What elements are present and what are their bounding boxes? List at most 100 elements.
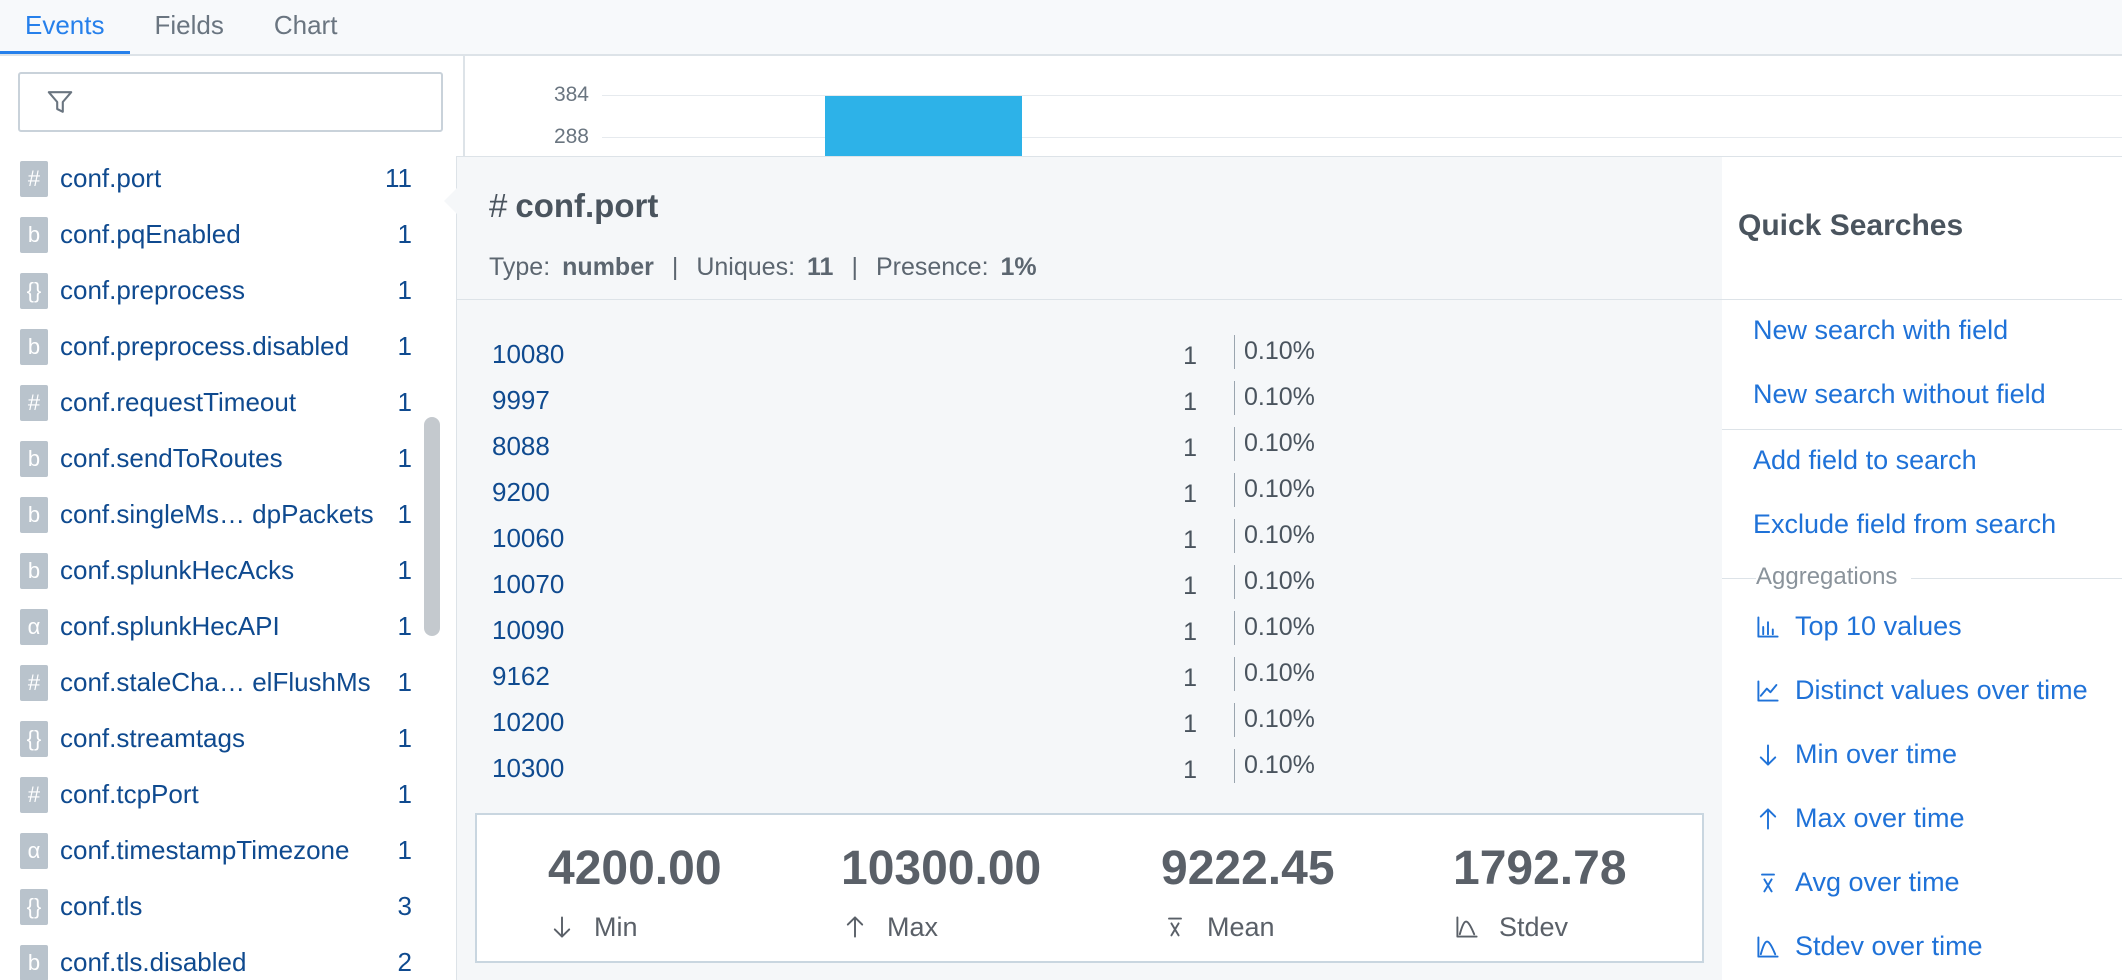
value: 8088	[492, 431, 550, 461]
value-percent: 0.10%	[1244, 567, 1315, 595]
quick-search-link[interactable]: New search without field	[1753, 379, 2046, 409]
value-count: 1	[1183, 664, 1197, 692]
value-row[interactable]: 9162 1 0.10%	[457, 655, 1722, 699]
field-type-icon: b	[20, 497, 48, 533]
value-count: 1	[1183, 526, 1197, 554]
value-count: 1	[1183, 756, 1197, 784]
quick-search-link[interactable]: Exclude field from search	[1753, 509, 2057, 539]
stat-value: 10300.00	[841, 842, 1042, 895]
value: 9162	[492, 661, 550, 691]
filter-icon	[47, 91, 73, 113]
stat-value: 1792.78	[1453, 842, 1627, 895]
histogram-bar	[825, 96, 1022, 156]
value-row[interactable]: 10300 1 0.10%	[457, 747, 1722, 791]
value-count: 1	[1183, 434, 1197, 462]
value-row[interactable]: 9200 1 0.10%	[457, 471, 1722, 515]
aggregation-link[interactable]: Stdev over time	[1795, 931, 1983, 961]
icon-up	[1759, 808, 1777, 830]
field-name: conf.splunkHecAPI	[60, 611, 280, 641]
field-row[interactable]: b conf.tls.disabled 2	[0, 939, 420, 980]
value-row[interactable]: 10080 1 0.10%	[457, 333, 1722, 377]
field-type-icon: {}	[20, 889, 48, 925]
scrollbar[interactable]	[424, 417, 440, 636]
value-row[interactable]: 10200 1 0.10%	[457, 701, 1722, 745]
tab[interactable]: Chart	[273, 10, 338, 40]
field-row[interactable]: b conf.singleMs… dpPackets 1	[0, 491, 420, 539]
quick-search-link[interactable]: Add field to search	[1753, 445, 1977, 475]
field-type-icon: b	[20, 553, 48, 589]
value-count: 1	[1183, 572, 1197, 600]
value-percent: 0.10%	[1244, 659, 1315, 687]
popup-title: # conf.port	[489, 187, 658, 225]
field-row[interactable]: # conf.requestTimeout 1	[0, 379, 420, 427]
field-row[interactable]: α conf.splunkHecAPI 1	[0, 603, 420, 651]
value-bar	[1234, 611, 1235, 645]
y-tick-label: 384	[553, 83, 589, 106]
meta-label: Uniques:	[696, 253, 796, 281]
value: 10080	[492, 339, 565, 369]
value-percent: 0.10%	[1244, 475, 1315, 503]
tab[interactable]: Fields	[154, 10, 224, 40]
field-name: conf.pqEnabled	[60, 219, 241, 249]
field-type-icon: b	[20, 217, 48, 253]
meta-value: 11	[807, 253, 834, 281]
value-row[interactable]: 10060 1 0.10%	[457, 517, 1722, 561]
quick-search-link[interactable]: New search with field	[1753, 315, 2009, 345]
field-count: 1	[397, 555, 412, 585]
field-type-icon: b	[20, 441, 48, 477]
value-bar	[1234, 473, 1235, 507]
field-name: conf.preprocess	[60, 275, 245, 305]
field-count: 1	[397, 723, 412, 753]
value-row[interactable]: 10090 1 0.10%	[457, 609, 1722, 653]
icon-line	[1757, 680, 1779, 702]
field-count: 1	[397, 275, 412, 305]
aggregation-link[interactable]: Distinct values over time	[1795, 675, 2088, 705]
tab[interactable]: Events	[0, 0, 130, 54]
field-row[interactable]: b conf.sendToRoutes 1	[0, 435, 420, 483]
field-row[interactable]: # conf.staleCha… elFlushMs 1	[0, 659, 420, 707]
aggregation-link[interactable]: Top 10 values	[1795, 611, 1962, 641]
field-type-icon: #	[20, 385, 48, 421]
field-count: 1	[397, 219, 412, 249]
field-count: 1	[397, 331, 412, 361]
value-bar	[1234, 427, 1235, 461]
value-row[interactable]: 10070 1 0.10%	[457, 563, 1722, 607]
icon-stdev	[1456, 916, 1478, 938]
field-row[interactable]: α conf.timestampTimezone 1	[0, 827, 420, 875]
field-count: 1	[397, 779, 412, 809]
field-row[interactable]: b conf.splunkHecAcks 1	[0, 547, 420, 595]
aggregation-link[interactable]: Min over time	[1795, 739, 1958, 769]
value-bar	[1234, 657, 1235, 691]
field-row[interactable]: b conf.preprocess.disabled 1	[0, 323, 420, 371]
meta-label: Presence:	[875, 253, 989, 281]
value-row[interactable]: 8088 1 0.10%	[457, 425, 1722, 469]
value: 9200	[492, 477, 550, 507]
field-row[interactable]: {} conf.preprocess 1	[0, 267, 420, 315]
field-type-icon: b	[20, 945, 48, 980]
field-row[interactable]: # conf.tcpPort 1	[0, 771, 420, 819]
field-row[interactable]: {} conf.tls 3	[0, 883, 420, 931]
popup-meta: Type: number | Uniques: 11 | Presence: 1%	[489, 253, 1037, 282]
value-percent: 0.10%	[1244, 337, 1315, 365]
field-count: 1	[397, 667, 412, 697]
field-row[interactable]: b conf.pqEnabled 1	[0, 211, 420, 259]
aggregation-link[interactable]: Max over time	[1795, 803, 1965, 833]
popup-title-text: conf.port	[515, 187, 659, 224]
field-count: 1	[397, 499, 412, 529]
filter-input[interactable]	[18, 72, 443, 132]
field-type-icon: #	[20, 665, 48, 701]
aggregations-title: Aggregations	[1756, 563, 1912, 591]
field-row[interactable]: # conf.port 11	[0, 155, 420, 203]
field-count: 1	[397, 835, 412, 865]
value-percent: 0.10%	[1244, 429, 1315, 457]
field-name: conf.staleCha… elFlushMs	[60, 667, 371, 697]
value-bar	[1234, 519, 1235, 553]
field-name: conf.singleMs… dpPackets	[60, 499, 374, 529]
value: 10200	[492, 707, 565, 737]
icon-mean	[1168, 917, 1182, 937]
aggregation-link[interactable]: Avg over time	[1795, 867, 1960, 897]
field-row[interactable]: {} conf.streamtags 1	[0, 715, 420, 763]
value-row[interactable]: 9997 1 0.10%	[457, 379, 1722, 423]
value-count: 1	[1183, 388, 1197, 416]
